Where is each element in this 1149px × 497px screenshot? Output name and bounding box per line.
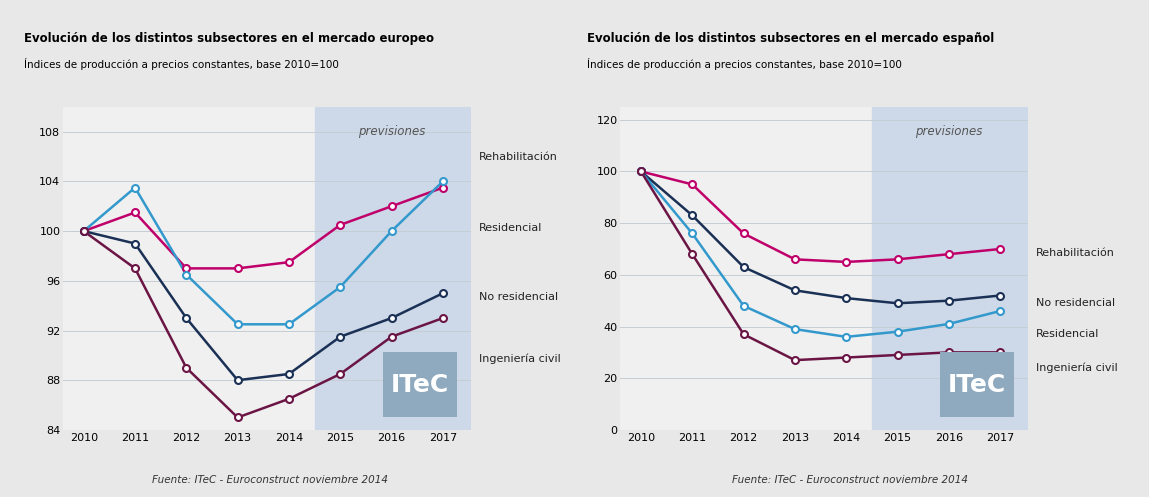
Text: previsiones: previsiones — [357, 125, 425, 138]
FancyBboxPatch shape — [383, 352, 457, 417]
Bar — [315, 107, 523, 430]
Text: Residencial: Residencial — [1036, 330, 1100, 339]
Text: ITeC: ITeC — [948, 373, 1007, 397]
Bar — [872, 107, 1080, 430]
Text: No residencial: No residencial — [1036, 298, 1116, 308]
Text: ITeC: ITeC — [391, 373, 449, 397]
Text: Fuente: ITeC - Euroconstruct noviembre 2014: Fuente: ITeC - Euroconstruct noviembre 2… — [152, 475, 388, 485]
FancyBboxPatch shape — [940, 352, 1015, 417]
Text: previsiones: previsiones — [915, 125, 982, 138]
Text: Residencial: Residencial — [479, 223, 542, 233]
Text: Evolución de los distintos subsectores en el mercado español: Evolución de los distintos subsectores e… — [587, 32, 994, 45]
Text: No residencial: No residencial — [479, 292, 558, 303]
Text: Fuente: ITeC - Euroconstruct noviembre 2014: Fuente: ITeC - Euroconstruct noviembre 2… — [732, 475, 969, 485]
Text: Ingeniería civil: Ingeniería civil — [479, 353, 561, 364]
Text: Ingeniería civil: Ingeniería civil — [1036, 363, 1118, 373]
Text: Índices de producción a precios constantes, base 2010=100: Índices de producción a precios constant… — [587, 59, 902, 71]
Text: Índices de producción a precios constantes, base 2010=100: Índices de producción a precios constant… — [24, 59, 339, 71]
Text: Evolución de los distintos subsectores en el mercado europeo: Evolución de los distintos subsectores e… — [24, 32, 433, 45]
Text: Rehabilitación: Rehabilitación — [1036, 248, 1115, 258]
Text: Rehabilitación: Rehabilitación — [479, 152, 557, 162]
